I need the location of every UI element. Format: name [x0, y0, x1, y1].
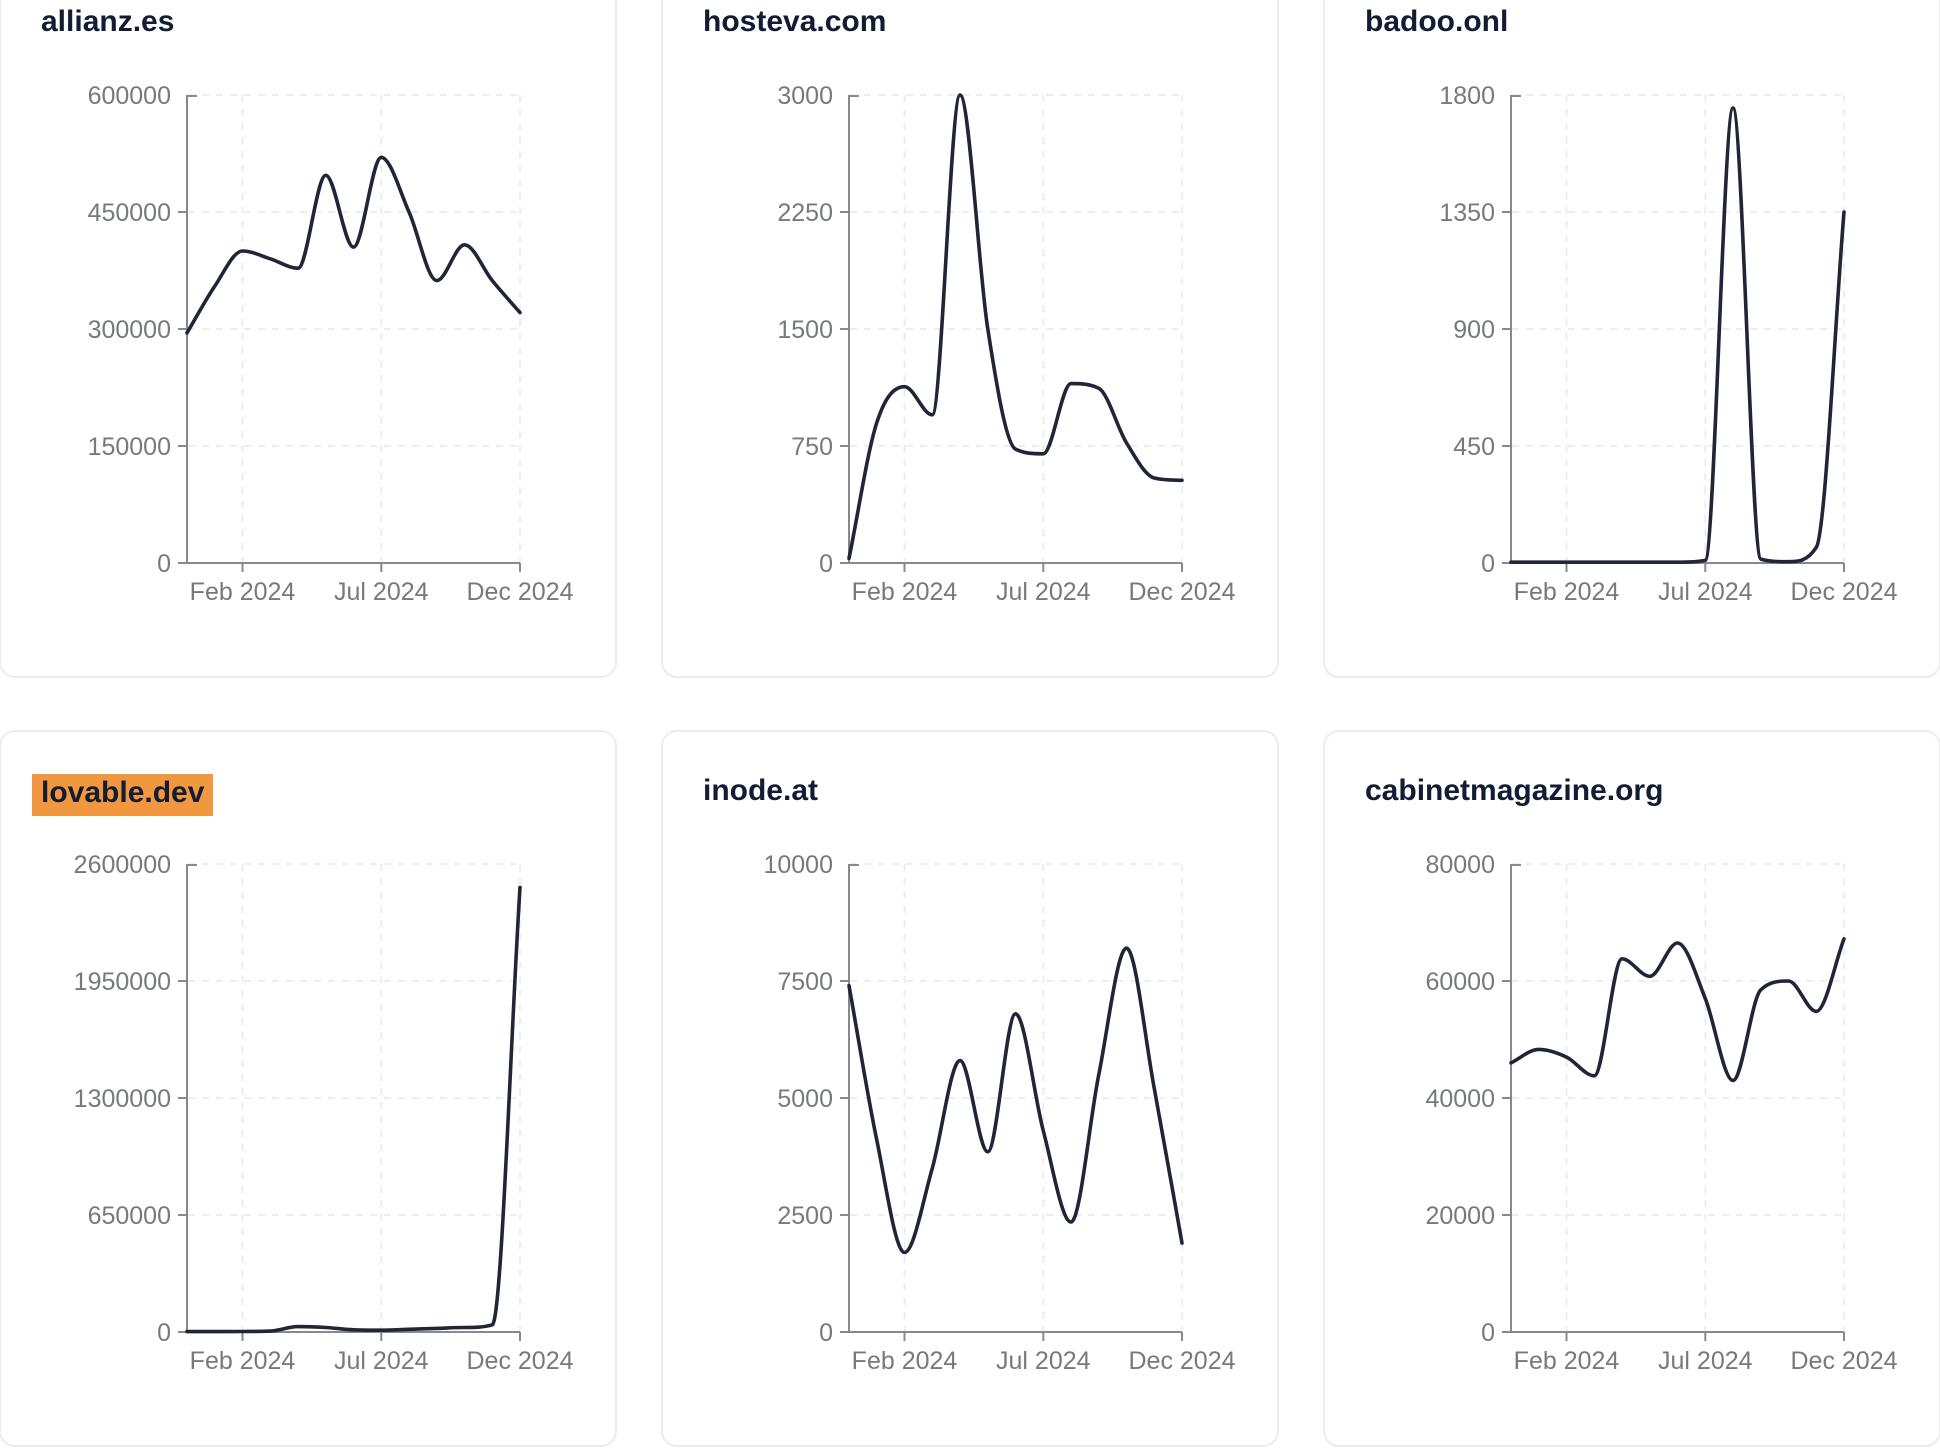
x-tick-label: Jul 2024 [334, 578, 429, 606]
gridlines [850, 863, 1183, 1331]
y-tick-label: 2500 [777, 1202, 833, 1230]
chart-card-badoo-onl: badoo.onl 0 450 900 1350 1800 Feb 2024 Jul 202… [1323, 0, 1940, 678]
gridlines [188, 94, 521, 562]
gridlines [1512, 863, 1845, 1331]
chart-card-allianz-es: allianz.es 0 150000 300000 450000 600000 Feb … [0, 0, 617, 678]
x-tick-label: Dec 2024 [1128, 578, 1235, 606]
series-line [185, 885, 522, 1334]
y-tick-label: 1500 [777, 316, 833, 344]
x-tick-label: Feb 2024 [1514, 1347, 1620, 1375]
y-tick-label: 450000 [88, 199, 171, 227]
y-tick-label: 600000 [88, 82, 171, 110]
x-tick-label: Dec 2024 [466, 1347, 573, 1375]
x-tick-label: Jul 2024 [1658, 1347, 1753, 1375]
y-tick-label: 2250 [777, 199, 833, 227]
y-tick-label: 20000 [1425, 1202, 1495, 1230]
y-tick-label: 450 [1453, 433, 1495, 461]
y-tick-label: 900 [1453, 316, 1495, 344]
y-tick-label: 80000 [1425, 851, 1495, 879]
y-tick-label: 0 [819, 1319, 833, 1347]
axes [1502, 95, 1845, 572]
y-tick-label: 60000 [1425, 968, 1495, 996]
line-chart-lovable-dev[interactable]: 0 650000 1300000 1950000 2600000 Feb 2024 Jul … [1, 732, 615, 1445]
y-tick-label: 1350 [1439, 199, 1495, 227]
y-tick-label: 0 [1481, 550, 1495, 578]
x-tick-label: Feb 2024 [190, 578, 296, 606]
tick-labels: 0 450 900 1350 1800 Feb 2024 Jul 2024 Dec 2024 [1439, 82, 1897, 606]
chart-title: inode.at [703, 774, 819, 807]
gridlines [188, 863, 521, 1331]
y-tick-label: 0 [157, 550, 171, 578]
chart-title: cabinetmagazine.org [1365, 774, 1664, 807]
x-tick-label: Jul 2024 [334, 1347, 429, 1375]
x-tick-label: Jul 2024 [1658, 578, 1753, 606]
x-tick-label: Feb 2024 [190, 1347, 296, 1375]
y-tick-label: 750 [791, 433, 833, 461]
line-chart-badoo-onl[interactable]: 0 450 900 1350 1800 Feb 2024 Jul 2024 Dec 2024 [1325, 0, 1939, 676]
y-tick-label: 3000 [777, 82, 833, 110]
x-tick-label: Feb 2024 [852, 1347, 958, 1375]
tick-labels: 0 150000 300000 450000 600000 Feb 2024 Jul 202… [88, 82, 574, 606]
y-tick-label: 7500 [777, 968, 833, 996]
chart-card-hosteva-com: hosteva.com 0 750 1500 2250 3000 Feb 2024 Jul … [661, 0, 1279, 678]
y-tick-label: 1300000 [74, 1085, 171, 1113]
x-tick-label: Feb 2024 [1514, 578, 1620, 606]
chart-title-highlighted: lovable.dev [32, 774, 214, 816]
series-line [847, 946, 1184, 1255]
y-tick-label: 650000 [88, 1202, 171, 1230]
series-line [185, 155, 522, 335]
y-tick-label: 5000 [777, 1085, 833, 1113]
gridlines [1512, 94, 1845, 562]
line-chart-hosteva-com[interactable]: 0 750 1500 2250 3000 Feb 2024 Jul 2024 Dec 2024 [663, 0, 1277, 676]
x-tick-label: Jul 2024 [996, 1347, 1091, 1375]
y-tick-label: 0 [157, 1319, 171, 1347]
axes [1502, 864, 1845, 1341]
axes [840, 95, 1183, 572]
y-tick-label: 40000 [1425, 1085, 1495, 1113]
y-tick-label: 1800 [1439, 82, 1495, 110]
y-tick-label: 10000 [763, 851, 833, 879]
chart-title: hosteva.com [703, 5, 887, 38]
chart-card-lovable-dev: lovable.dev 0 650000 1300000 1950000 2600000… [0, 730, 617, 1447]
y-tick-label: 1950000 [74, 968, 171, 996]
x-tick-label: Dec 2024 [1790, 1347, 1897, 1375]
y-tick-label: 0 [819, 550, 833, 578]
y-tick-label: 300000 [88, 316, 171, 344]
x-tick-label: Jul 2024 [996, 578, 1091, 606]
chart-card-inode-at: inode.at 0 2500 5000 7500 10000 Feb 2024 Jul 2… [661, 730, 1279, 1447]
line-chart-cabinetmagazine-org[interactable]: 0 20000 40000 60000 80000 Feb 2024 Jul 2024 Dec… [1325, 732, 1939, 1445]
y-tick-label: 0 [1481, 1319, 1495, 1347]
series-line [847, 93, 1184, 561]
axes [178, 95, 521, 572]
tick-labels: 0 650000 1300000 1950000 2600000 Feb 2024 Jul … [74, 851, 574, 1375]
series-line [1509, 106, 1846, 564]
chart-title: allianz.es [41, 5, 175, 38]
axes [178, 864, 521, 1341]
tick-labels: 0 20000 40000 60000 80000 Feb 2024 Jul 2024 Dec… [1425, 851, 1897, 1375]
chart-card-cabinetmagazine-org: cabinetmagazine.org 0 20000 40000 60000 8000… [1323, 730, 1940, 1447]
tick-labels: 0 2500 5000 7500 10000 Feb 2024 Jul 2024 Dec 20… [763, 851, 1235, 1375]
y-tick-label: 2600000 [74, 851, 171, 879]
series-line [1509, 937, 1846, 1083]
y-tick-label: 150000 [88, 433, 171, 461]
x-tick-label: Dec 2024 [466, 578, 573, 606]
gridlines [850, 94, 1183, 562]
chart-title: badoo.onl [1365, 5, 1509, 38]
x-tick-label: Dec 2024 [1790, 578, 1897, 606]
line-chart-inode-at[interactable]: 0 2500 5000 7500 10000 Feb 2024 Jul 2024 Dec 20… [663, 732, 1277, 1445]
x-tick-label: Dec 2024 [1128, 1347, 1235, 1375]
x-tick-label: Feb 2024 [852, 578, 958, 606]
axes [840, 864, 1183, 1341]
tick-labels: 0 750 1500 2250 3000 Feb 2024 Jul 2024 Dec 2024 [777, 82, 1235, 606]
line-chart-allianz-es[interactable]: 0 150000 300000 450000 600000 Feb 2024 Jul 202… [1, 0, 615, 676]
